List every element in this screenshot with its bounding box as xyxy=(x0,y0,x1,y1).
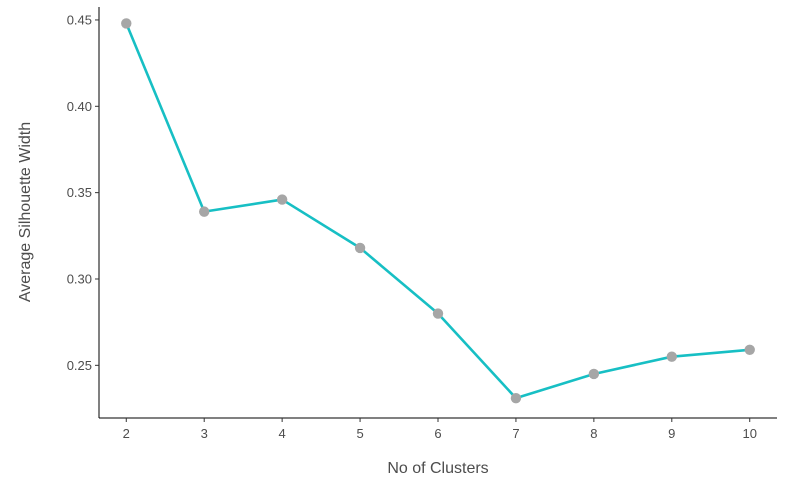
x-tick-label: 6 xyxy=(434,426,441,441)
data-point xyxy=(354,242,366,254)
y-tick-label: 0.25 xyxy=(67,358,92,373)
data-point xyxy=(276,194,288,205)
x-tick-label: 3 xyxy=(201,426,208,441)
x-tick-label: 10 xyxy=(742,426,756,441)
data-point xyxy=(510,392,522,404)
x-tick-label: 8 xyxy=(590,426,597,441)
y-tick-label: 0.35 xyxy=(67,185,92,200)
x-tick-label: 2 xyxy=(123,426,130,441)
data-point xyxy=(744,344,755,355)
y-ticks: 0.25 0.30 0.35 0.40 0.45 xyxy=(67,12,99,373)
series-line xyxy=(124,22,752,400)
data-point xyxy=(588,368,600,380)
y-tick-label: 0.30 xyxy=(67,271,92,286)
data-point xyxy=(432,308,444,319)
x-axis-title: No of Clusters xyxy=(387,460,488,477)
data-point xyxy=(666,351,677,362)
data-point xyxy=(199,206,210,217)
x-ticks: 2 3 4 5 6 7 8 9 10 xyxy=(123,418,757,441)
y-tick-label: 0.45 xyxy=(67,12,92,27)
x-tick-label: 7 xyxy=(512,426,519,441)
series-layer xyxy=(121,18,755,404)
y-axis-title: Average Silhouette Width xyxy=(17,122,34,302)
x-tick-label: 4 xyxy=(279,426,286,441)
data-point xyxy=(121,18,132,29)
x-tick-label: 9 xyxy=(668,426,675,441)
y-tick-label: 0.40 xyxy=(67,99,92,114)
x-tick-label: 5 xyxy=(356,426,363,441)
